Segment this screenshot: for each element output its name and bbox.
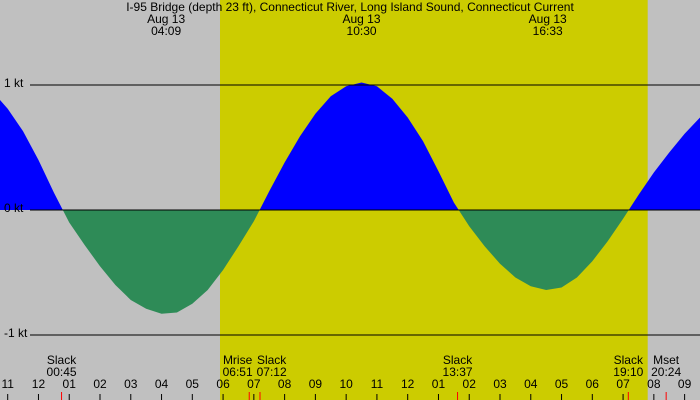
x-tick-label: 03 <box>493 377 507 391</box>
x-tick-label: 05 <box>555 377 569 391</box>
y-tick-label: -1 kt <box>4 326 28 340</box>
x-tick-label: 12 <box>401 377 415 391</box>
extreme-date: Aug 13 <box>343 12 381 26</box>
ebb-area <box>0 210 700 314</box>
event-label: Slack <box>443 353 473 367</box>
extreme-time: 10:30 <box>347 24 377 38</box>
x-tick-label: 01 <box>432 377 446 391</box>
x-tick-label: 05 <box>186 377 200 391</box>
x-tick-label: 10 <box>339 377 353 391</box>
event-time: 19:10 <box>613 365 643 379</box>
x-tick-label: 11 <box>371 377 384 391</box>
event-time: 13:37 <box>443 365 473 379</box>
y-tick-label: 1 kt <box>4 76 24 90</box>
event-label: Slack <box>257 353 287 367</box>
x-tick-label: 11 <box>1 377 14 391</box>
event-label: Mrise <box>223 353 253 367</box>
x-tick-label: 04 <box>524 377 538 391</box>
x-tick-label: 04 <box>155 377 169 391</box>
x-tick-label: 03 <box>124 377 138 391</box>
flood-area <box>0 82 700 210</box>
x-tick-label: 02 <box>463 377 477 391</box>
event-time: 07:12 <box>257 365 287 379</box>
x-tick-label: 08 <box>647 377 661 391</box>
event-label: Slack <box>614 353 644 367</box>
x-tick-label: 09 <box>309 377 323 391</box>
x-tick-label: 06 <box>586 377 600 391</box>
area-layer <box>0 82 700 314</box>
x-tick-label: 01 <box>63 377 77 391</box>
event-label: Mset <box>653 353 680 367</box>
extreme-date: Aug 13 <box>529 12 567 26</box>
x-tick-label: 07 <box>616 377 630 391</box>
extreme-time: 04:09 <box>151 24 181 38</box>
x-tick-label: 06 <box>216 377 230 391</box>
extreme-date: Aug 13 <box>147 12 185 26</box>
chart-title: I-95 Bridge (depth 23 ft), Connecticut R… <box>126 0 574 14</box>
x-tick-label: 12 <box>32 377 46 391</box>
event-label: Slack <box>47 353 77 367</box>
event-time: 00:45 <box>47 365 77 379</box>
x-tick-label: 02 <box>93 377 107 391</box>
x-tick-label: 09 <box>678 377 692 391</box>
extreme-time: 16:33 <box>533 24 563 38</box>
event-time: 06:51 <box>223 365 253 379</box>
axis-layer: 1 kt 0 kt -1 kt 11 12 01 02 03 04 05 06 07 08 09 10 11 1… <box>1 12 700 400</box>
x-tick-label: 07 <box>247 377 261 391</box>
x-tick-label: 08 <box>278 377 292 391</box>
event-time: 20:24 <box>651 365 681 379</box>
y-tick-label: 0 kt <box>4 201 24 215</box>
